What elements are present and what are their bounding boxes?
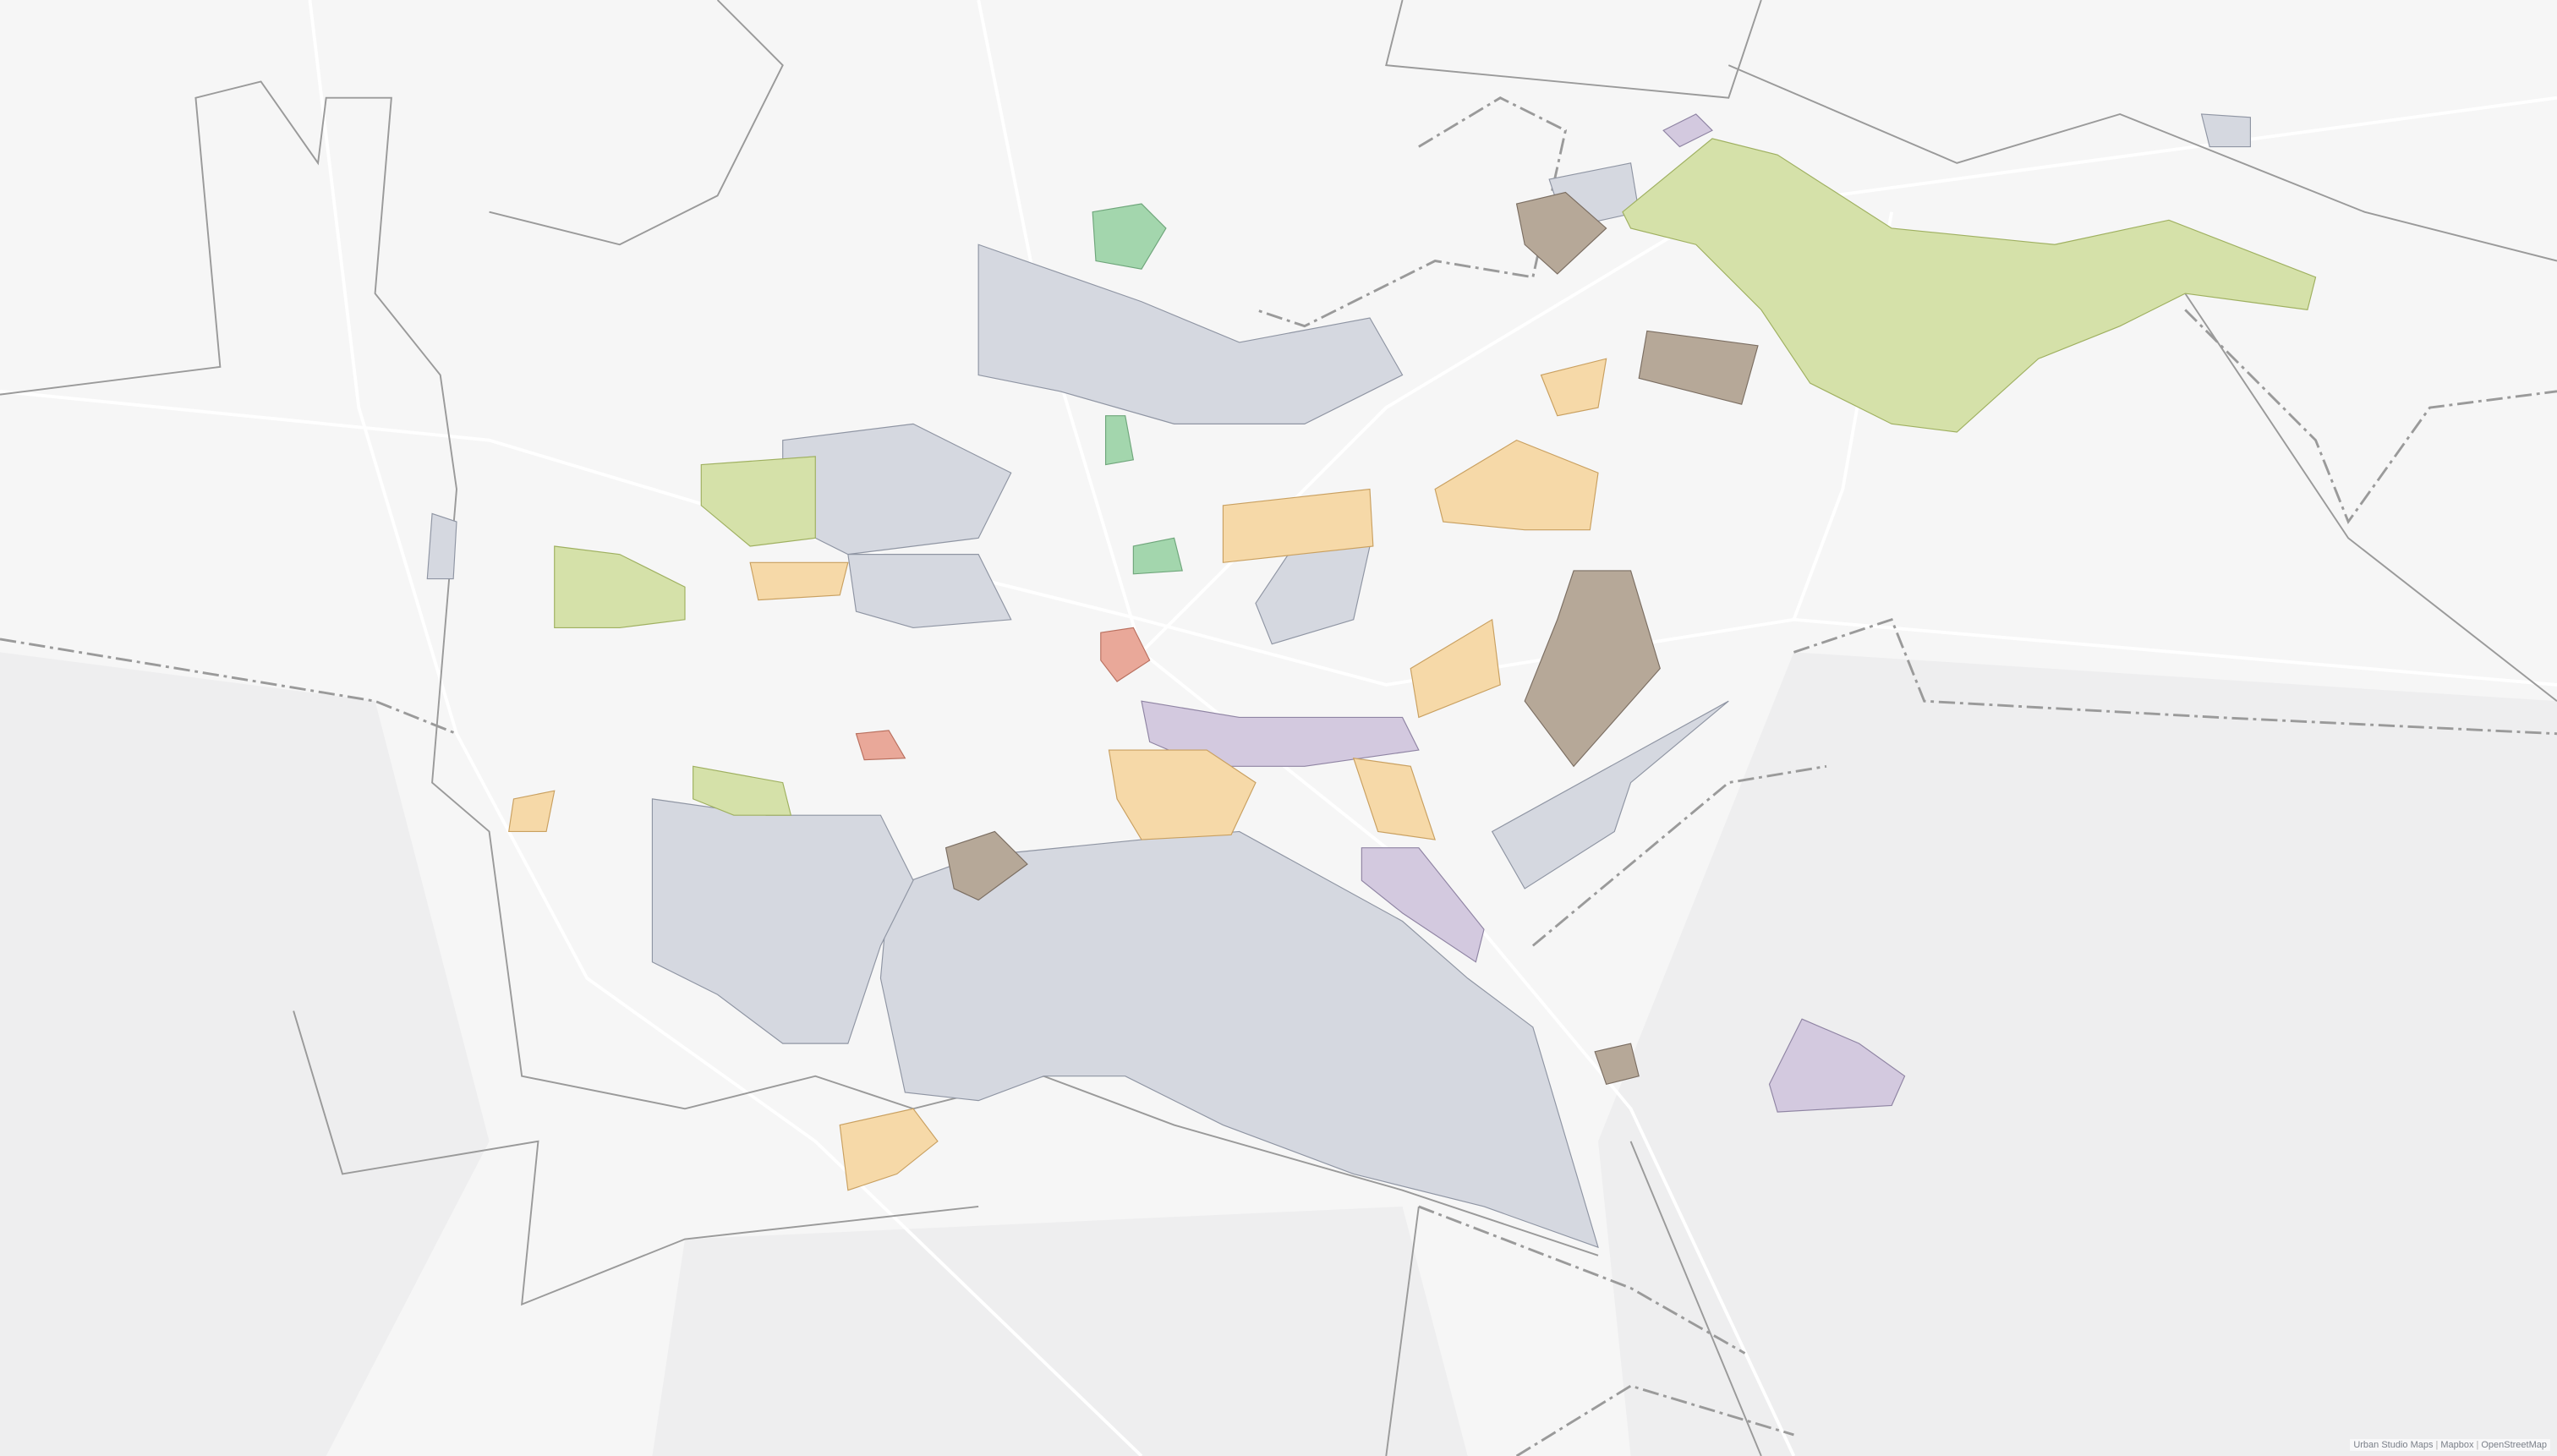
parcel-gray-center[interactable] bbox=[847, 554, 1012, 628]
parcel-lime-southwest[interactable] bbox=[693, 765, 792, 816]
parcel-orange-northeast[interactable] bbox=[1540, 358, 1607, 417]
parcel-orange-east[interactable] bbox=[1434, 440, 1599, 531]
parcel-brown-east-2[interactable] bbox=[1524, 570, 1661, 768]
parcel-orange-southeast[interactable] bbox=[1352, 757, 1436, 840]
land-use-parcels[interactable] bbox=[426, 113, 2317, 1249]
parcel-gray-northcenter[interactable] bbox=[977, 244, 1404, 424]
parcel-orange-west[interactable] bbox=[749, 561, 849, 601]
parcel-red-west[interactable] bbox=[855, 730, 906, 761]
parcel-green-center[interactable] bbox=[1132, 537, 1183, 575]
parcel-gray-west-small[interactable] bbox=[426, 512, 457, 580]
parcel-brown-south[interactable] bbox=[945, 830, 1028, 901]
parcel-orange-center-north[interactable] bbox=[1222, 488, 1374, 563]
parcel-gray-far-northeast[interactable] bbox=[2200, 113, 2252, 148]
parcel-purple-northeast[interactable] bbox=[1662, 113, 1713, 148]
attribution-separator: | bbox=[2476, 1440, 2479, 1450]
parcel-red-center[interactable] bbox=[1100, 627, 1151, 682]
parcel-purple-center-east[interactable] bbox=[1141, 700, 1420, 767]
attribution-urban-studio-link[interactable]: Urban Studio Maps bbox=[2353, 1440, 2434, 1450]
attribution-osm-link[interactable]: OpenStreetMap bbox=[2481, 1440, 2547, 1450]
parcel-gray-east[interactable] bbox=[1255, 545, 1371, 645]
parcel-gray-airport[interactable] bbox=[1491, 700, 1729, 889]
attribution-separator: | bbox=[2435, 1440, 2439, 1450]
parcel-brown-northeast[interactable] bbox=[1515, 191, 1607, 275]
parcel-purple-far-east[interactable] bbox=[1768, 1018, 1906, 1113]
parcel-brown-southeast[interactable] bbox=[1594, 1043, 1640, 1086]
parcel-lime-east-park[interactable] bbox=[1622, 138, 2317, 433]
parcel-lime-west[interactable] bbox=[554, 545, 686, 628]
parcel-orange-east-2[interactable] bbox=[1410, 618, 1501, 719]
parcel-purple-southeast[interactable] bbox=[1361, 847, 1485, 963]
map-attribution: Urban Studio Maps | Mapbox | OpenStreetMap bbox=[2350, 1439, 2550, 1451]
parcel-brown-east-1[interactable] bbox=[1638, 330, 1759, 405]
parcel-large-gray-south[interactable] bbox=[879, 830, 1599, 1249]
parcel-green-north[interactable] bbox=[1092, 203, 1167, 270]
parcel-gray-southwest[interactable] bbox=[651, 798, 914, 1044]
terrain-shading bbox=[0, 652, 2557, 1456]
parcel-orange-southwest[interactable] bbox=[508, 790, 556, 833]
parcel-orange-south-center[interactable] bbox=[1108, 749, 1257, 840]
attribution-mapbox-link[interactable]: Mapbox bbox=[2440, 1440, 2474, 1450]
parcel-green-center-2[interactable] bbox=[1104, 415, 1135, 466]
parcel-orange-south[interactable] bbox=[839, 1108, 939, 1191]
parcel-lime-northwest[interactable] bbox=[700, 456, 816, 547]
parcel-gray-west[interactable] bbox=[782, 423, 1012, 556]
